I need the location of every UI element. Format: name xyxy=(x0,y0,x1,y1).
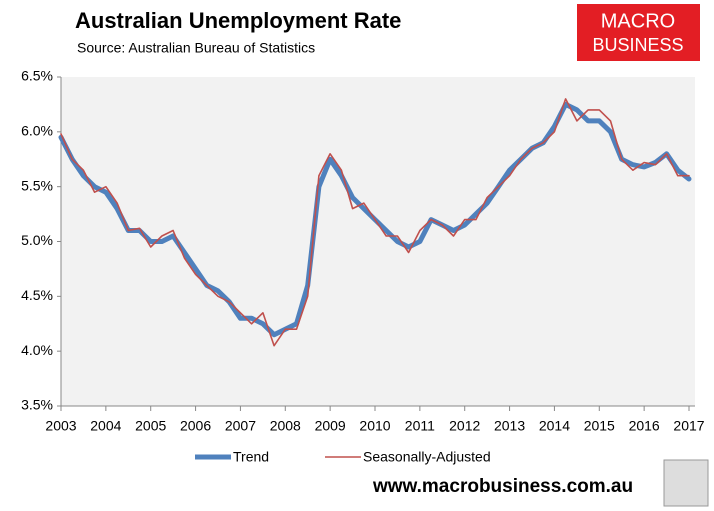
x-tick-label: 2009 xyxy=(315,418,346,434)
chart-subtitle: Source: Australian Bureau of Statistics xyxy=(77,40,315,56)
y-tick-label: 4.0% xyxy=(21,342,53,358)
x-tick-label: 2015 xyxy=(584,418,615,434)
legend-label: Seasonally-Adjusted xyxy=(363,449,491,465)
y-tick-label: 5.0% xyxy=(21,232,53,248)
website: www.macrobusiness.com.au xyxy=(372,476,633,497)
series-line xyxy=(60,98,690,347)
y-tick-label: 5.5% xyxy=(21,177,53,193)
x-tick-label: 2012 xyxy=(449,418,480,434)
x-tick-label: 2017 xyxy=(673,418,704,434)
y-tick-label: 6.5% xyxy=(21,68,53,84)
x-tick-label: 2016 xyxy=(629,418,660,434)
y-tick-label: 3.5% xyxy=(21,397,53,413)
x-tick-label: 2008 xyxy=(270,418,301,434)
y-tick-label: 6.0% xyxy=(21,123,53,139)
x-tick-label: 2006 xyxy=(180,418,211,434)
chart-title: Australian Unemployment Rate xyxy=(75,8,401,33)
logo-text: BUSINESS xyxy=(592,35,683,55)
x-tick-label: 2005 xyxy=(135,418,166,434)
x-tick-label: 2007 xyxy=(225,418,256,434)
x-tick-label: 2010 xyxy=(359,418,390,434)
legend-label: Trend xyxy=(233,449,269,465)
x-tick-label: 2014 xyxy=(539,418,570,434)
x-tick-label: 2011 xyxy=(405,418,435,434)
x-tick-label: 2004 xyxy=(90,418,121,434)
y-tick-label: 4.5% xyxy=(21,287,53,303)
logo xyxy=(577,4,700,61)
wolf-icon xyxy=(663,459,709,507)
x-tick-label: 2003 xyxy=(45,418,76,434)
x-tick-label: 2013 xyxy=(494,418,525,434)
logo-text: MACRO xyxy=(601,10,675,32)
